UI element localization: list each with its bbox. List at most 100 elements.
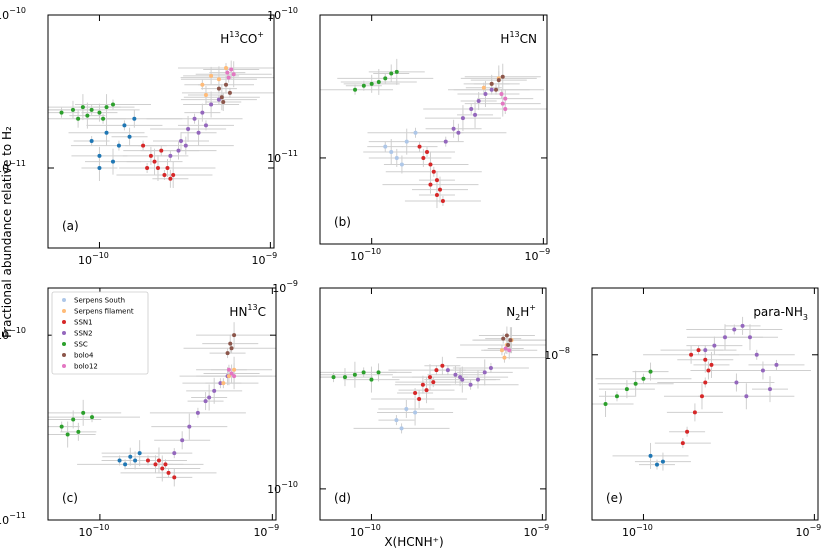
data-point — [413, 410, 418, 415]
data-point — [473, 112, 478, 117]
legend-label: SSC — [74, 341, 88, 349]
data-point — [117, 458, 122, 463]
data-point — [404, 406, 409, 411]
data-point — [648, 453, 653, 458]
legend-label: Serpens filament — [74, 308, 134, 316]
axes-frame — [47, 14, 275, 249]
data-point — [734, 380, 739, 385]
data-point — [633, 381, 638, 386]
series-serpens-south — [117, 451, 142, 467]
data-point — [225, 351, 230, 356]
panel-label: (d) — [334, 491, 351, 505]
data-point — [192, 116, 197, 121]
data-point — [195, 410, 200, 415]
legend: Serpens South Serpens filament SSN1 SSN2 SSC… — [51, 291, 149, 375]
data-point — [660, 459, 665, 464]
data-point — [145, 165, 150, 170]
data-point — [431, 169, 436, 174]
data-point — [696, 348, 701, 353]
data-point — [499, 92, 504, 97]
data-point — [186, 126, 191, 131]
series-ssc — [59, 410, 95, 437]
data-point — [723, 335, 728, 340]
data-point — [209, 102, 214, 107]
data-point — [389, 71, 394, 76]
series-bolo4 — [225, 333, 237, 356]
data-point — [648, 369, 653, 374]
y-axis-label: Fractional abundance relative to H₂ — [0, 126, 14, 338]
data-point — [203, 123, 208, 128]
panel-e: 10−10 10−9 10−8 (e) para-NH3 — [544, 287, 821, 539]
data-point — [203, 93, 208, 98]
data-point — [122, 123, 127, 128]
x-tick-label: 10−10 — [350, 523, 381, 539]
x-tick-label: 10−10 — [622, 523, 653, 539]
series-ssc — [603, 369, 653, 406]
x-axis-label: X(HCNH⁺) — [384, 535, 443, 549]
data-point — [500, 101, 505, 106]
data-point — [431, 380, 436, 385]
data-point — [221, 381, 226, 386]
y-tick-label: 10−11 — [0, 511, 26, 527]
x-tick-label: 10−10 — [78, 251, 109, 267]
molecule-title: H13CN — [500, 30, 537, 46]
legend-marker — [62, 353, 66, 357]
series-ssc — [59, 102, 115, 121]
data-point — [85, 113, 90, 118]
data-point — [97, 165, 102, 170]
data-point — [89, 139, 94, 144]
legend-marker — [62, 309, 66, 313]
legend-marker — [62, 298, 66, 302]
data-point — [383, 76, 388, 81]
data-point — [508, 338, 513, 343]
data-point — [709, 362, 714, 367]
data-point — [420, 382, 425, 387]
data-point — [226, 374, 231, 379]
data-point — [399, 162, 404, 167]
data-point — [59, 110, 64, 115]
data-point — [127, 134, 132, 139]
legend-label: bolo4 — [74, 352, 94, 360]
panels-group: 10−1010−910−1110−10(a)H13CO+10−1010−910−… — [0, 6, 821, 539]
data-point — [229, 346, 234, 351]
data-point — [361, 370, 366, 375]
legend-label: Serpens South — [74, 297, 125, 305]
data-point — [137, 451, 142, 456]
legend-marker — [62, 342, 66, 346]
data-point — [481, 85, 486, 90]
molecule-title: H13CO+ — [220, 30, 264, 46]
data-point — [216, 97, 221, 102]
data-point — [699, 394, 704, 399]
molecule-title: N2H+ — [506, 303, 536, 322]
data-point — [219, 95, 224, 100]
data-point — [428, 182, 433, 187]
data-point — [692, 410, 697, 415]
data-point — [506, 343, 511, 348]
data-point — [228, 341, 233, 346]
data-point — [89, 107, 94, 112]
data-point — [81, 410, 86, 415]
data-point — [76, 429, 81, 434]
data-point — [171, 173, 176, 178]
series-ssn1 — [413, 363, 445, 402]
data-point — [483, 92, 488, 97]
axes-frame — [319, 287, 547, 521]
data-point — [80, 105, 85, 110]
data-point — [458, 375, 463, 380]
data-point — [160, 466, 165, 471]
data-point — [689, 352, 694, 357]
data-point — [614, 394, 619, 399]
data-point — [624, 387, 629, 392]
series-bolo4 — [489, 74, 505, 92]
data-point — [110, 159, 115, 164]
data-point — [342, 375, 347, 380]
series-serpens-south — [394, 406, 418, 431]
data-point — [76, 116, 81, 121]
data-point — [172, 475, 177, 480]
data-point — [187, 424, 192, 429]
data-point — [456, 130, 461, 135]
data-point — [502, 355, 507, 360]
x-tick-label: 10−10 — [350, 247, 381, 263]
x-tick-label: 10−9 — [253, 523, 279, 539]
data-point — [223, 66, 228, 71]
